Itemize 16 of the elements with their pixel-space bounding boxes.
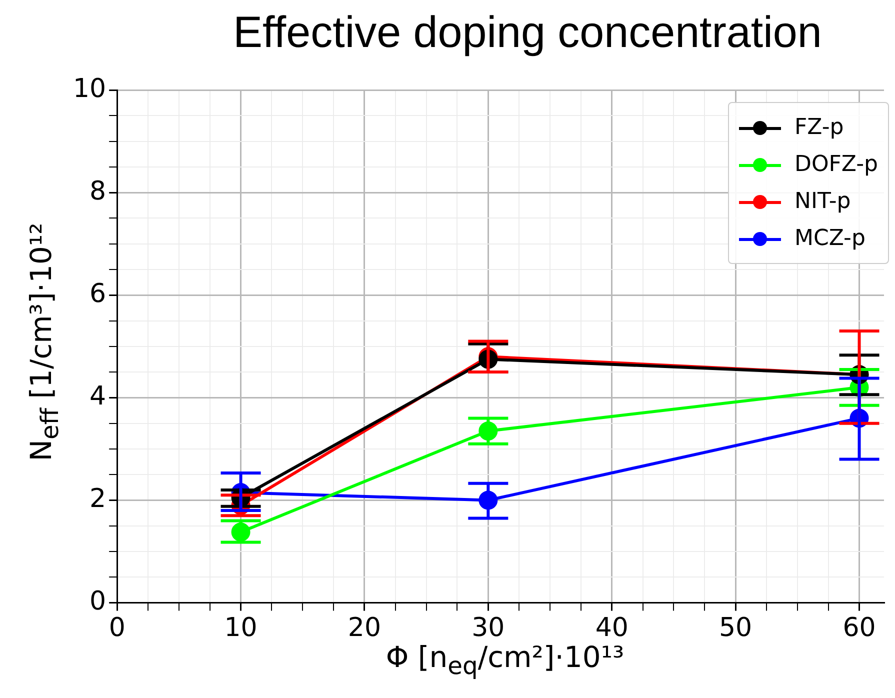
legend-label: NIT-p [794, 189, 851, 214]
y-tick-label: 2 [90, 484, 106, 514]
legend-label: MCZ-p [794, 226, 866, 251]
y-tick-label: 8 [90, 176, 106, 206]
legend-label: FZ-p [794, 115, 844, 140]
y-tick-label: 0 [90, 586, 106, 617]
y-tick-label: 4 [90, 381, 106, 412]
x-tick-label: 50 [719, 613, 752, 644]
chart-title: Effective doping concentration [232, 8, 823, 58]
x-tick-label: 10 [224, 613, 258, 644]
x-tick-label: 0 [108, 613, 126, 644]
x-tick-label: 20 [348, 613, 382, 644]
y-tick-label: 10 [72, 74, 106, 104]
legend-label: DOFZ-p [794, 152, 878, 177]
y-tick-label: 6 [90, 278, 106, 309]
x-tick-label: 60 [842, 613, 876, 644]
